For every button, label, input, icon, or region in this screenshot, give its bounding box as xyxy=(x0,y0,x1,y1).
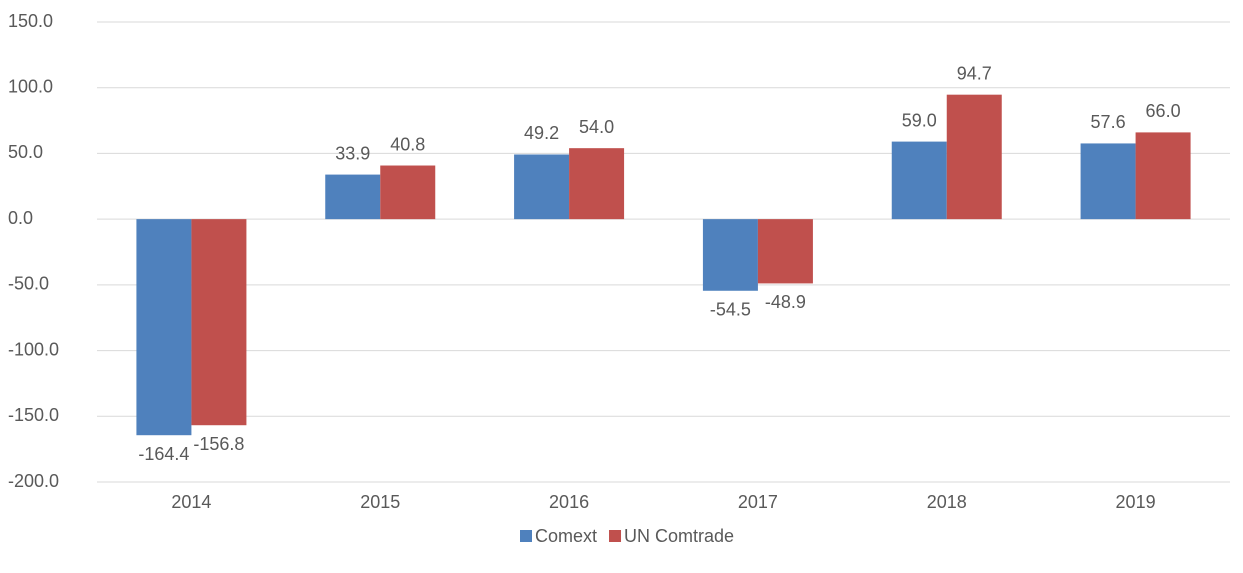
value-label: -54.5 xyxy=(710,300,751,320)
x-tick-label: 2016 xyxy=(549,492,589,512)
bar xyxy=(891,141,947,220)
legend-label: UN Comtrade xyxy=(624,526,734,546)
bar xyxy=(1080,143,1136,220)
x-tick-label: 2019 xyxy=(1116,492,1156,512)
value-label: -48.9 xyxy=(765,292,806,312)
bar xyxy=(946,94,1002,220)
bar xyxy=(380,165,436,220)
y-tick-label: -100.0 xyxy=(8,339,59,359)
value-label: 49.2 xyxy=(524,123,559,143)
y-tick-label: -50.0 xyxy=(8,274,49,294)
bar xyxy=(514,154,570,220)
bar xyxy=(757,219,813,284)
y-tick-label: 100.0 xyxy=(8,76,53,96)
legend-label: Comext xyxy=(535,526,597,546)
value-label: 40.8 xyxy=(390,134,425,154)
value-label: 57.6 xyxy=(1091,112,1126,132)
value-label: 54.0 xyxy=(579,117,614,137)
bar xyxy=(702,219,758,291)
bar xyxy=(325,174,381,220)
bar xyxy=(569,148,625,220)
bar xyxy=(136,219,192,436)
legend-swatch xyxy=(520,530,532,542)
value-label: -156.8 xyxy=(193,434,244,454)
y-tick-label: 0.0 xyxy=(8,208,33,228)
y-tick-label: -150.0 xyxy=(8,405,59,425)
y-tick-label: 150.0 xyxy=(8,11,53,31)
x-tick-label: 2015 xyxy=(360,492,400,512)
bar xyxy=(191,219,247,426)
value-label: -164.4 xyxy=(138,444,189,464)
y-tick-label: 50.0 xyxy=(8,142,43,162)
value-label: 33.9 xyxy=(335,143,370,163)
x-tick-label: 2018 xyxy=(927,492,967,512)
value-label: 94.7 xyxy=(957,63,992,83)
value-label: 66.0 xyxy=(1146,101,1181,121)
legend-swatch xyxy=(609,530,622,542)
bar xyxy=(1135,132,1191,220)
x-tick-label: 2014 xyxy=(171,492,211,512)
value-label: 59.0 xyxy=(902,110,937,130)
x-tick-label: 2017 xyxy=(738,492,778,512)
y-tick-label: -200.0 xyxy=(8,471,59,491)
